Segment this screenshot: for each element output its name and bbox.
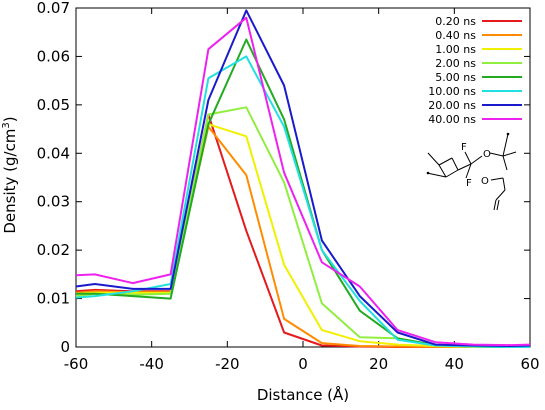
- series-line-1-00-ns: [75, 123, 530, 348]
- y-tick-label: 0.06: [37, 47, 70, 65]
- legend-label: 40.00 ns: [428, 113, 476, 126]
- y-tick-label: 0.01: [37, 290, 70, 308]
- legend-label: 0.40 ns: [435, 29, 476, 42]
- x-tick-label: 60: [520, 355, 539, 373]
- y-tick-label: 0.03: [37, 193, 70, 211]
- molecule-atom-f1: F: [461, 142, 467, 153]
- y-axis-title-close: ): [1, 116, 19, 122]
- x-tick-label: -60: [64, 355, 89, 373]
- x-tick-label: -20: [215, 355, 240, 373]
- legend-label: 5.00 ns: [435, 71, 476, 84]
- legend-label: 20.00 ns: [428, 99, 476, 112]
- molecule-structure-drawing: F F O O: [426, 132, 517, 211]
- legend-label: 0.20 ns: [435, 15, 476, 28]
- legend-label: 2.00 ns: [435, 57, 476, 70]
- legend-label: 1.00 ns: [435, 43, 476, 56]
- y-tick-label: 0.02: [37, 241, 70, 259]
- series-line-40-00-ns: [75, 16, 531, 347]
- molecule-atom-o1: O: [483, 149, 491, 160]
- y-axis-title-superscript: 3: [1, 122, 12, 128]
- legend-label: 10.00 ns: [428, 85, 476, 98]
- y-axis-title-main: Density (g/cm: [1, 129, 19, 234]
- y-axis-title: Density (g/cm3): [1, 116, 19, 233]
- y-tick-label: 0.04: [37, 144, 70, 162]
- x-tick-label: 0: [298, 355, 308, 373]
- x-tick-label: 20: [369, 355, 388, 373]
- y-tick-label: 0.05: [37, 96, 70, 114]
- x-tick-label: -40: [139, 355, 164, 373]
- y-tick-label: 0: [60, 338, 70, 356]
- x-tick-label: 40: [445, 355, 464, 373]
- y-tick-label: 0.07: [37, 0, 70, 17]
- molecule-atom-o2: O: [481, 176, 489, 187]
- series-line-20-00-ns: [75, 9, 531, 347]
- x-axis-title: Distance (Å): [257, 385, 349, 404]
- molecule-atom-f2: F: [466, 178, 472, 189]
